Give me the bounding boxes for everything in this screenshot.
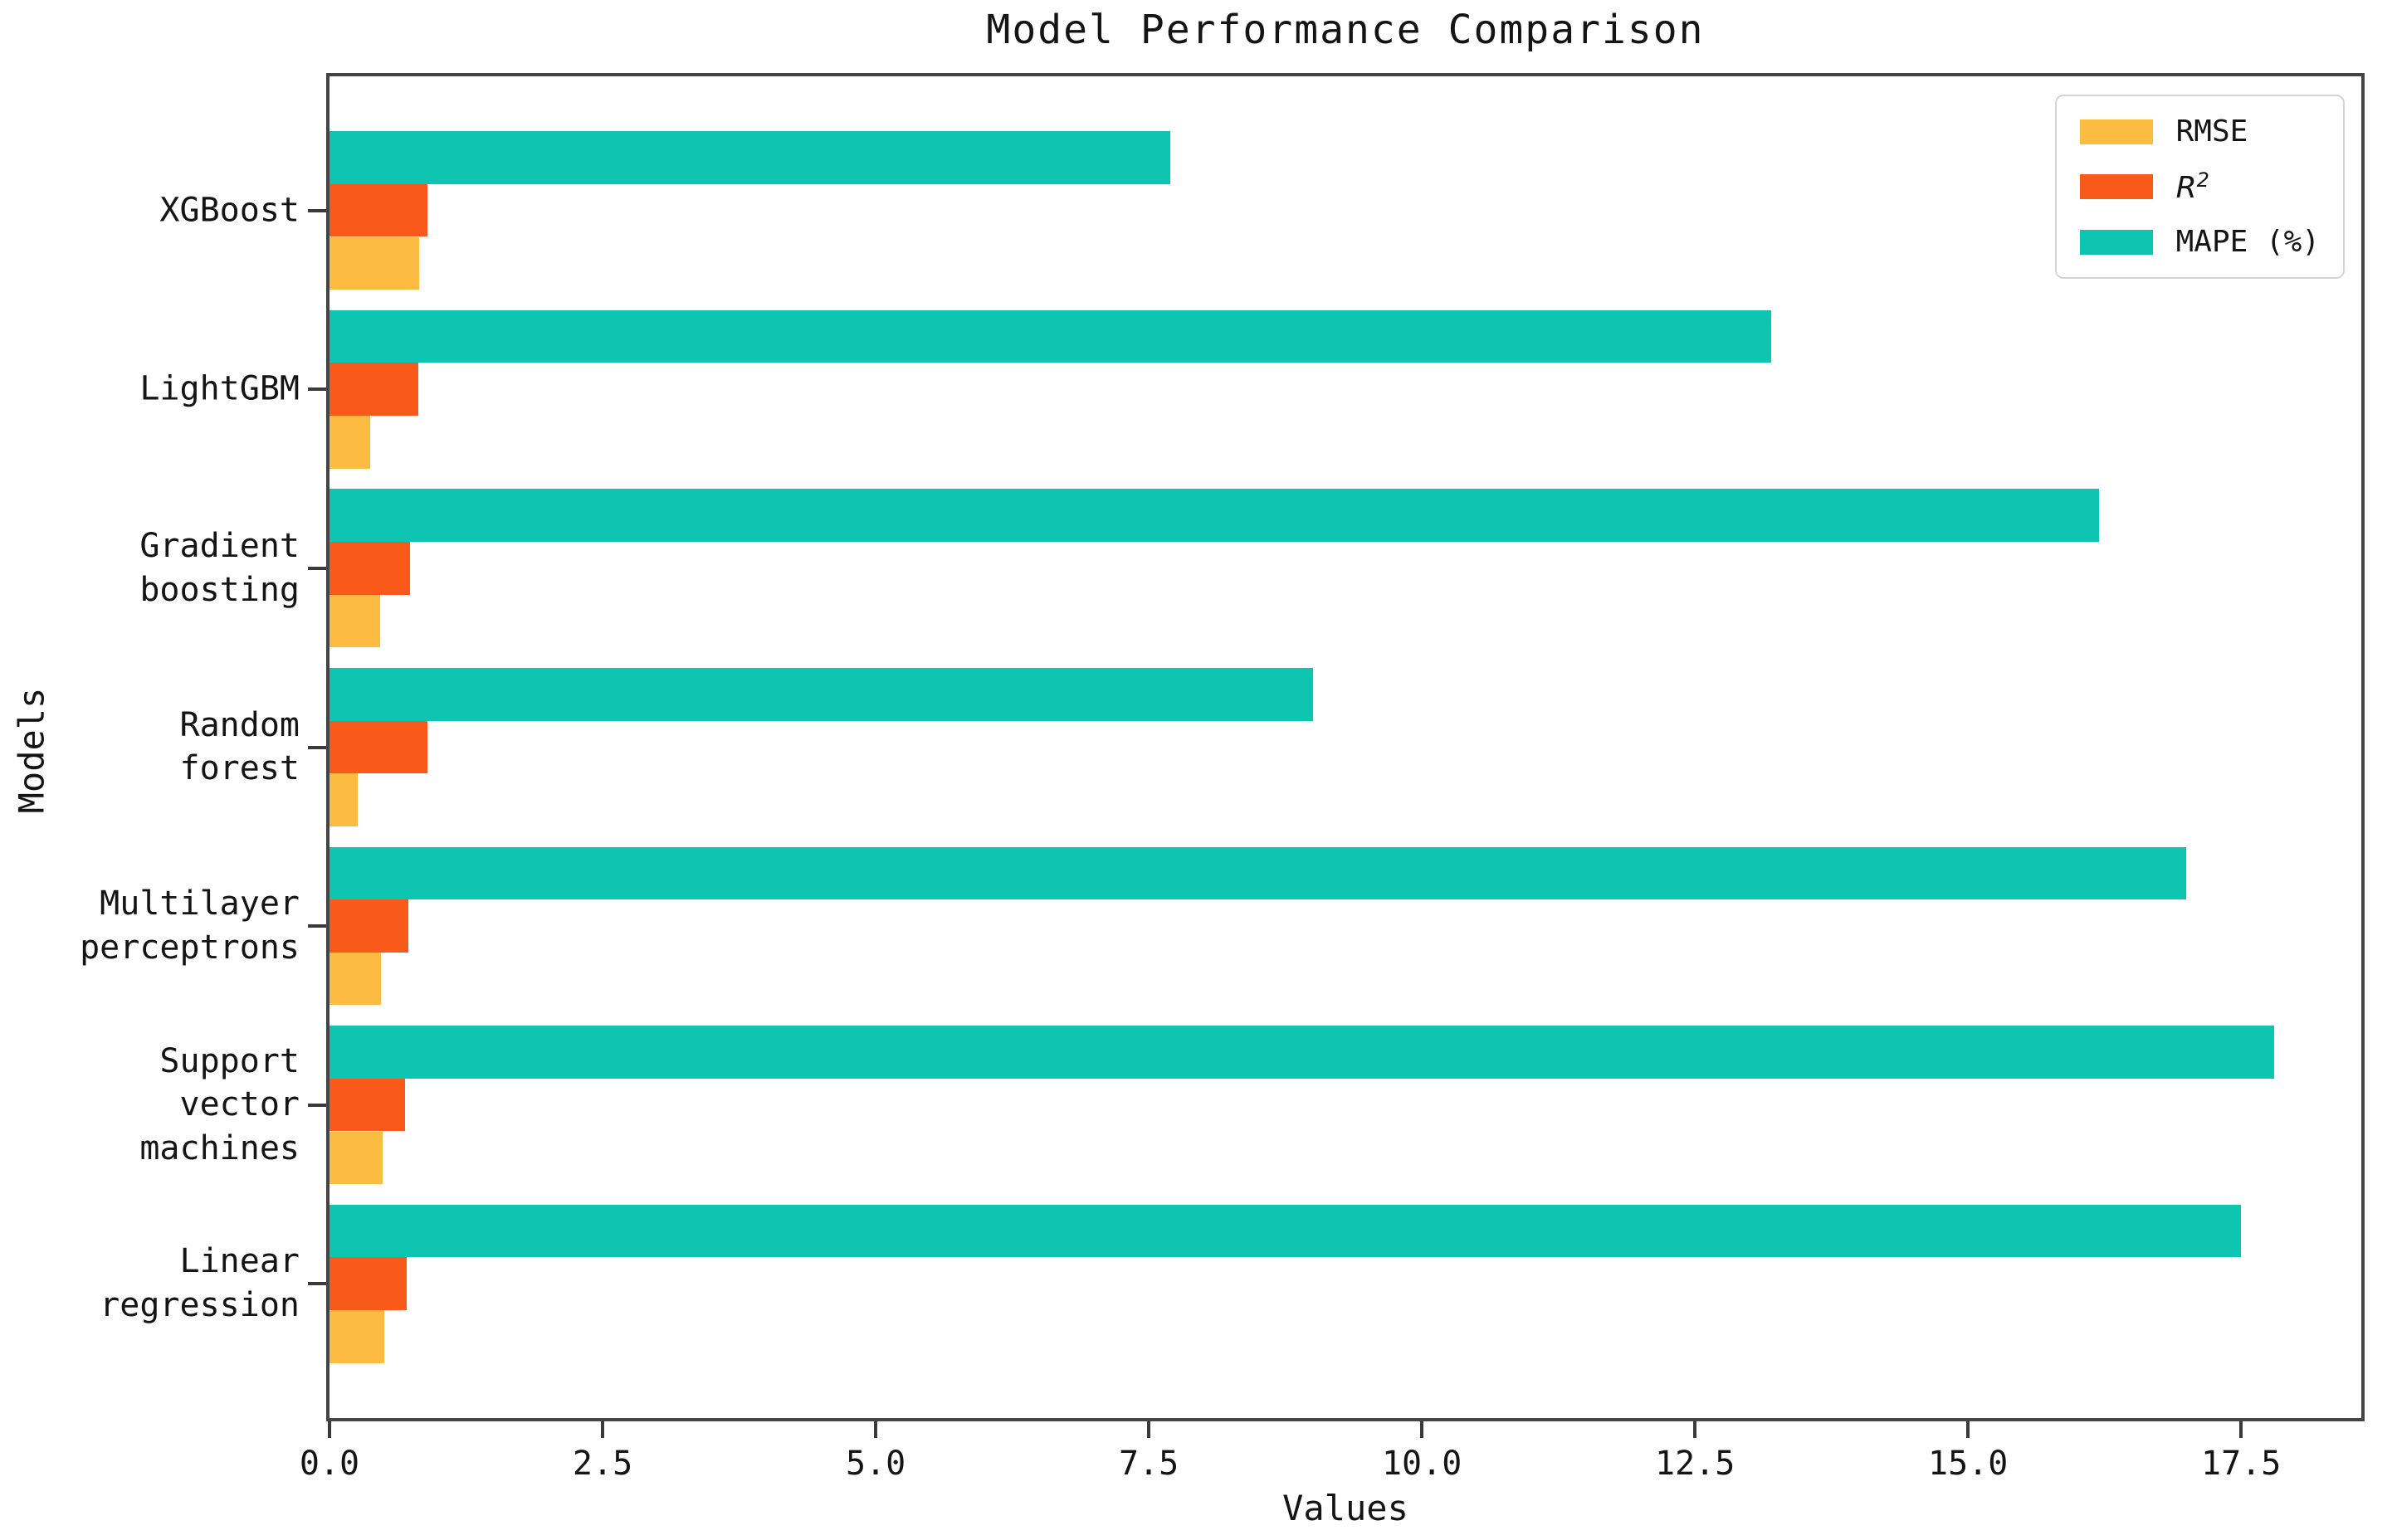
- x-tick-label-2-5: 2.5: [572, 1445, 633, 1483]
- legend-item-r: R2: [2079, 168, 2320, 205]
- bar-mape-xgboost: [330, 131, 1171, 184]
- y-tick: [308, 208, 326, 212]
- x-tick: [2239, 1421, 2243, 1438]
- legend-label-r: R2: [2175, 168, 2209, 205]
- bar-r-linear-regression: [330, 1257, 408, 1311]
- y-category-label-multilayer-perceptrons: Multilayer perceptrons: [80, 885, 300, 967]
- y-category-label-linear-regression: Linear regression: [100, 1242, 300, 1325]
- y-category-label-xgboost: XGBoost: [159, 191, 300, 230]
- y-category-label-support-vector-machines: Support vector machines: [139, 1041, 300, 1168]
- x-tick: [1966, 1421, 1970, 1438]
- legend-label-rmse: RMSE: [2175, 115, 2248, 149]
- y-category-label-gradient-boosting: Gradient boosting: [139, 527, 300, 609]
- bar-r-xgboost: [330, 183, 428, 237]
- x-tick: [1420, 1421, 1424, 1438]
- bar-mape-support-vector-machines: [330, 1026, 2274, 1079]
- bar-mape-lightgbm: [330, 309, 1772, 363]
- x-tick-label-17-5: 17.5: [2201, 1445, 2282, 1483]
- bar-rmse-gradient-boosting: [330, 594, 380, 648]
- chart-title: Model Performance Comparison: [986, 7, 1705, 53]
- legend-swatch-mape: [2079, 229, 2153, 255]
- y-category-label-lightgbm: LightGBM: [139, 369, 300, 408]
- y-tick: [308, 1103, 326, 1107]
- y-tick: [308, 924, 326, 928]
- x-tick: [328, 1421, 331, 1438]
- y-category-label-random-forest: Random forest: [179, 705, 300, 788]
- y-tick: [308, 745, 326, 749]
- legend: RMSE R2 MAPE (%): [2054, 95, 2345, 279]
- y-tick: [308, 387, 326, 392]
- x-tick-label-10-0: 10.0: [1381, 1445, 1462, 1483]
- x-tick-label-5-0: 5.0: [845, 1445, 906, 1483]
- x-tick-label-15-0: 15.0: [1928, 1445, 2009, 1483]
- bar-rmse-linear-regression: [330, 1310, 384, 1363]
- legend-swatch-r: [2079, 174, 2153, 199]
- legend-swatch-rmse: [2079, 119, 2153, 144]
- bar-r-multilayer-perceptrons: [330, 899, 408, 953]
- bar-r-random-forest: [330, 720, 428, 774]
- legend-label-mape: MAPE (%): [2175, 225, 2320, 259]
- bar-r-support-vector-machines: [330, 1078, 405, 1132]
- bar-mape-random-forest: [330, 668, 1313, 721]
- plot-area: RMSE R2 MAPE (%): [326, 73, 2365, 1421]
- bar-rmse-xgboost: [330, 236, 419, 290]
- x-tick: [1693, 1421, 1697, 1438]
- bar-rmse-support-vector-machines: [330, 1131, 383, 1185]
- y-tick: [308, 1282, 326, 1286]
- x-tick-label-12-5: 12.5: [1654, 1445, 1735, 1483]
- x-tick: [601, 1421, 605, 1438]
- x-tick: [874, 1421, 878, 1438]
- bar-mape-multilayer-perceptrons: [330, 846, 2187, 900]
- x-axis-title: Values: [1282, 1488, 1408, 1528]
- x-tick: [1147, 1421, 1151, 1438]
- bar-mape-linear-regression: [330, 1204, 2242, 1258]
- y-tick: [308, 566, 326, 570]
- bar-mape-gradient-boosting: [330, 489, 2100, 543]
- x-tick-label-7-5: 7.5: [1118, 1445, 1179, 1483]
- legend-item-mape: MAPE (%): [2079, 225, 2320, 259]
- bar-r-lightgbm: [330, 363, 418, 417]
- bar-rmse-random-forest: [330, 773, 359, 826]
- bar-r-gradient-boosting: [330, 542, 411, 595]
- legend-item-rmse: RMSE: [2079, 115, 2320, 149]
- x-tick-label-0-0: 0.0: [299, 1445, 360, 1483]
- bar-rmse-lightgbm: [330, 416, 370, 469]
- bar-rmse-multilayer-perceptrons: [330, 952, 381, 1006]
